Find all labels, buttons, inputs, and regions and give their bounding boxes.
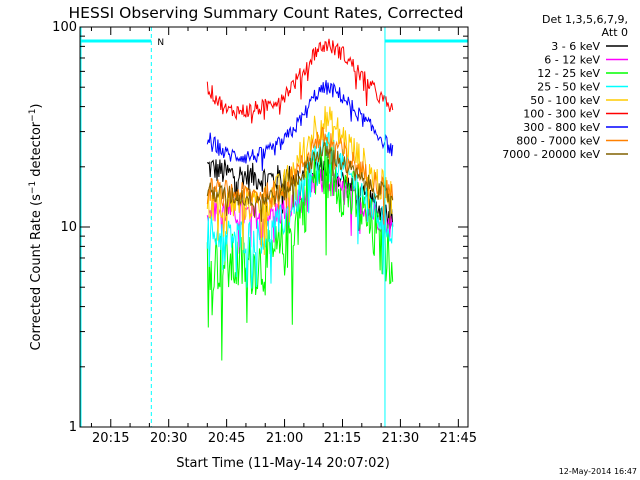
x-axis-label: Start Time (11-May-14 20:07:02) bbox=[176, 456, 390, 471]
legend-label: 7000 - 20000 keV bbox=[502, 148, 600, 161]
legend-label: 6 - 12 keV bbox=[544, 54, 600, 67]
x-tick-label: 20:45 bbox=[208, 431, 245, 446]
x-tick-label: 21:45 bbox=[440, 431, 477, 446]
y-tick-label: 100 bbox=[52, 20, 77, 35]
legend-label: 50 - 100 keV bbox=[530, 94, 600, 107]
series-line-5 bbox=[206, 106, 393, 255]
series-line-7 bbox=[206, 80, 394, 171]
legend-label: 25 - 50 keV bbox=[537, 81, 600, 94]
legend-label: 800 - 7000 keV bbox=[516, 135, 600, 148]
series-line-6 bbox=[206, 38, 394, 124]
legend-label: 12 - 25 keV bbox=[537, 67, 600, 80]
legend-label: 3 - 6 keV bbox=[551, 40, 600, 53]
night-marker-label: N bbox=[157, 38, 164, 48]
y-axis-label: Corrected Count Rate (s−1 detector−1) bbox=[28, 103, 44, 350]
series-line-8 bbox=[206, 126, 394, 225]
legend-label: 100 - 300 keV bbox=[523, 108, 600, 121]
x-ticks: 20:15 20:30 20:45 21:00 21:15 21:30 21:45 bbox=[90, 27, 477, 446]
x-tick-label: 21:30 bbox=[382, 431, 419, 446]
legend-header-attenuator: Att 0 bbox=[602, 26, 628, 39]
y-ticks: 1 10 100 bbox=[52, 20, 468, 435]
series-layer bbox=[206, 38, 394, 361]
series-line-4 bbox=[206, 131, 394, 289]
y-tick-label: 1 bbox=[69, 420, 77, 435]
x-tick-label: 21:00 bbox=[266, 431, 303, 446]
series-line-3 bbox=[206, 139, 394, 361]
legend-header-detectors: Det 1,3,5,6,7,9, bbox=[542, 13, 628, 26]
legend-label: 300 - 800 keV bbox=[523, 121, 600, 134]
x-tick-label: 20:15 bbox=[92, 431, 129, 446]
x-tick-label: 20:30 bbox=[150, 431, 187, 446]
x-tick-label: 21:15 bbox=[324, 431, 361, 446]
series-line-9 bbox=[206, 142, 394, 223]
y-tick-label: 10 bbox=[60, 220, 77, 235]
footer-timestamp: 12-May-2014 16:47 bbox=[559, 467, 637, 476]
chart-title: HESSI Observing Summary Count Rates, Cor… bbox=[69, 4, 464, 22]
